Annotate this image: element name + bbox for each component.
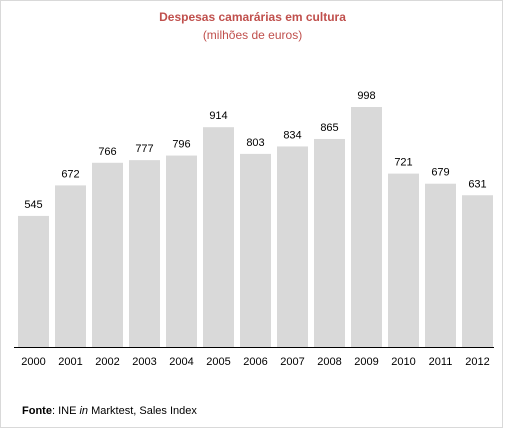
bar-2005 (203, 127, 234, 347)
x-tick-label-2006: 2006 (243, 356, 267, 368)
x-tick-label-2012: 2012 (465, 356, 489, 368)
bar-2001 (55, 185, 86, 347)
x-tick-label-2010: 2010 (391, 356, 415, 368)
source-rest: Marktest, Sales Index (88, 405, 197, 417)
x-tick-label-2000: 2000 (21, 356, 45, 368)
source-sep: : INE (51, 405, 80, 417)
data-label-2005: 914 (209, 110, 227, 122)
x-tick-label-2007: 2007 (280, 356, 304, 368)
bar-2012 (462, 195, 493, 347)
x-tick-label-2009: 2009 (354, 356, 378, 368)
source-italic: in (79, 405, 89, 417)
bar-2002 (92, 162, 123, 347)
x-tick-label-2001: 2001 (58, 356, 82, 368)
data-label-2001: 672 (61, 168, 79, 180)
bar-2006 (240, 153, 271, 347)
data-label-2002: 766 (98, 146, 116, 158)
source-label: Fonte (22, 405, 52, 417)
bar-2003 (129, 160, 160, 347)
x-tick-label-2008: 2008 (317, 356, 341, 368)
data-label-2010: 721 (394, 157, 412, 169)
bar-2004 (166, 155, 197, 347)
data-label-2000: 545 (24, 199, 42, 211)
bar-2010 (388, 173, 419, 347)
chart-title: Despesas camarárias em cultura (159, 10, 346, 24)
bar-2000 (18, 215, 49, 347)
data-label-2007: 834 (283, 129, 301, 141)
data-label-2004: 796 (172, 139, 190, 151)
data-label-2012: 631 (468, 178, 486, 190)
chart-subtitle: (milhões de euros) (202, 28, 303, 42)
x-tick-label-2011: 2011 (429, 356, 453, 368)
data-label-2003: 777 (135, 143, 153, 155)
x-tick-label-2004: 2004 (169, 356, 193, 368)
x-tick-label-2003: 2003 (132, 356, 156, 368)
data-label-2008: 865 (320, 122, 338, 134)
data-label-2009: 998 (357, 90, 375, 102)
x-tick-label-2005: 2005 (206, 356, 230, 368)
bar-2009 (351, 107, 382, 347)
source-note: Fonte: INE in Marktest, Sales Index (22, 405, 197, 417)
data-label-2006: 803 (246, 137, 264, 149)
bar-2011 (425, 183, 456, 347)
data-label-2011: 679 (431, 167, 449, 179)
x-tick-label-2002: 2002 (95, 356, 119, 368)
bar-2007 (277, 146, 308, 347)
bar-2008 (314, 138, 345, 347)
